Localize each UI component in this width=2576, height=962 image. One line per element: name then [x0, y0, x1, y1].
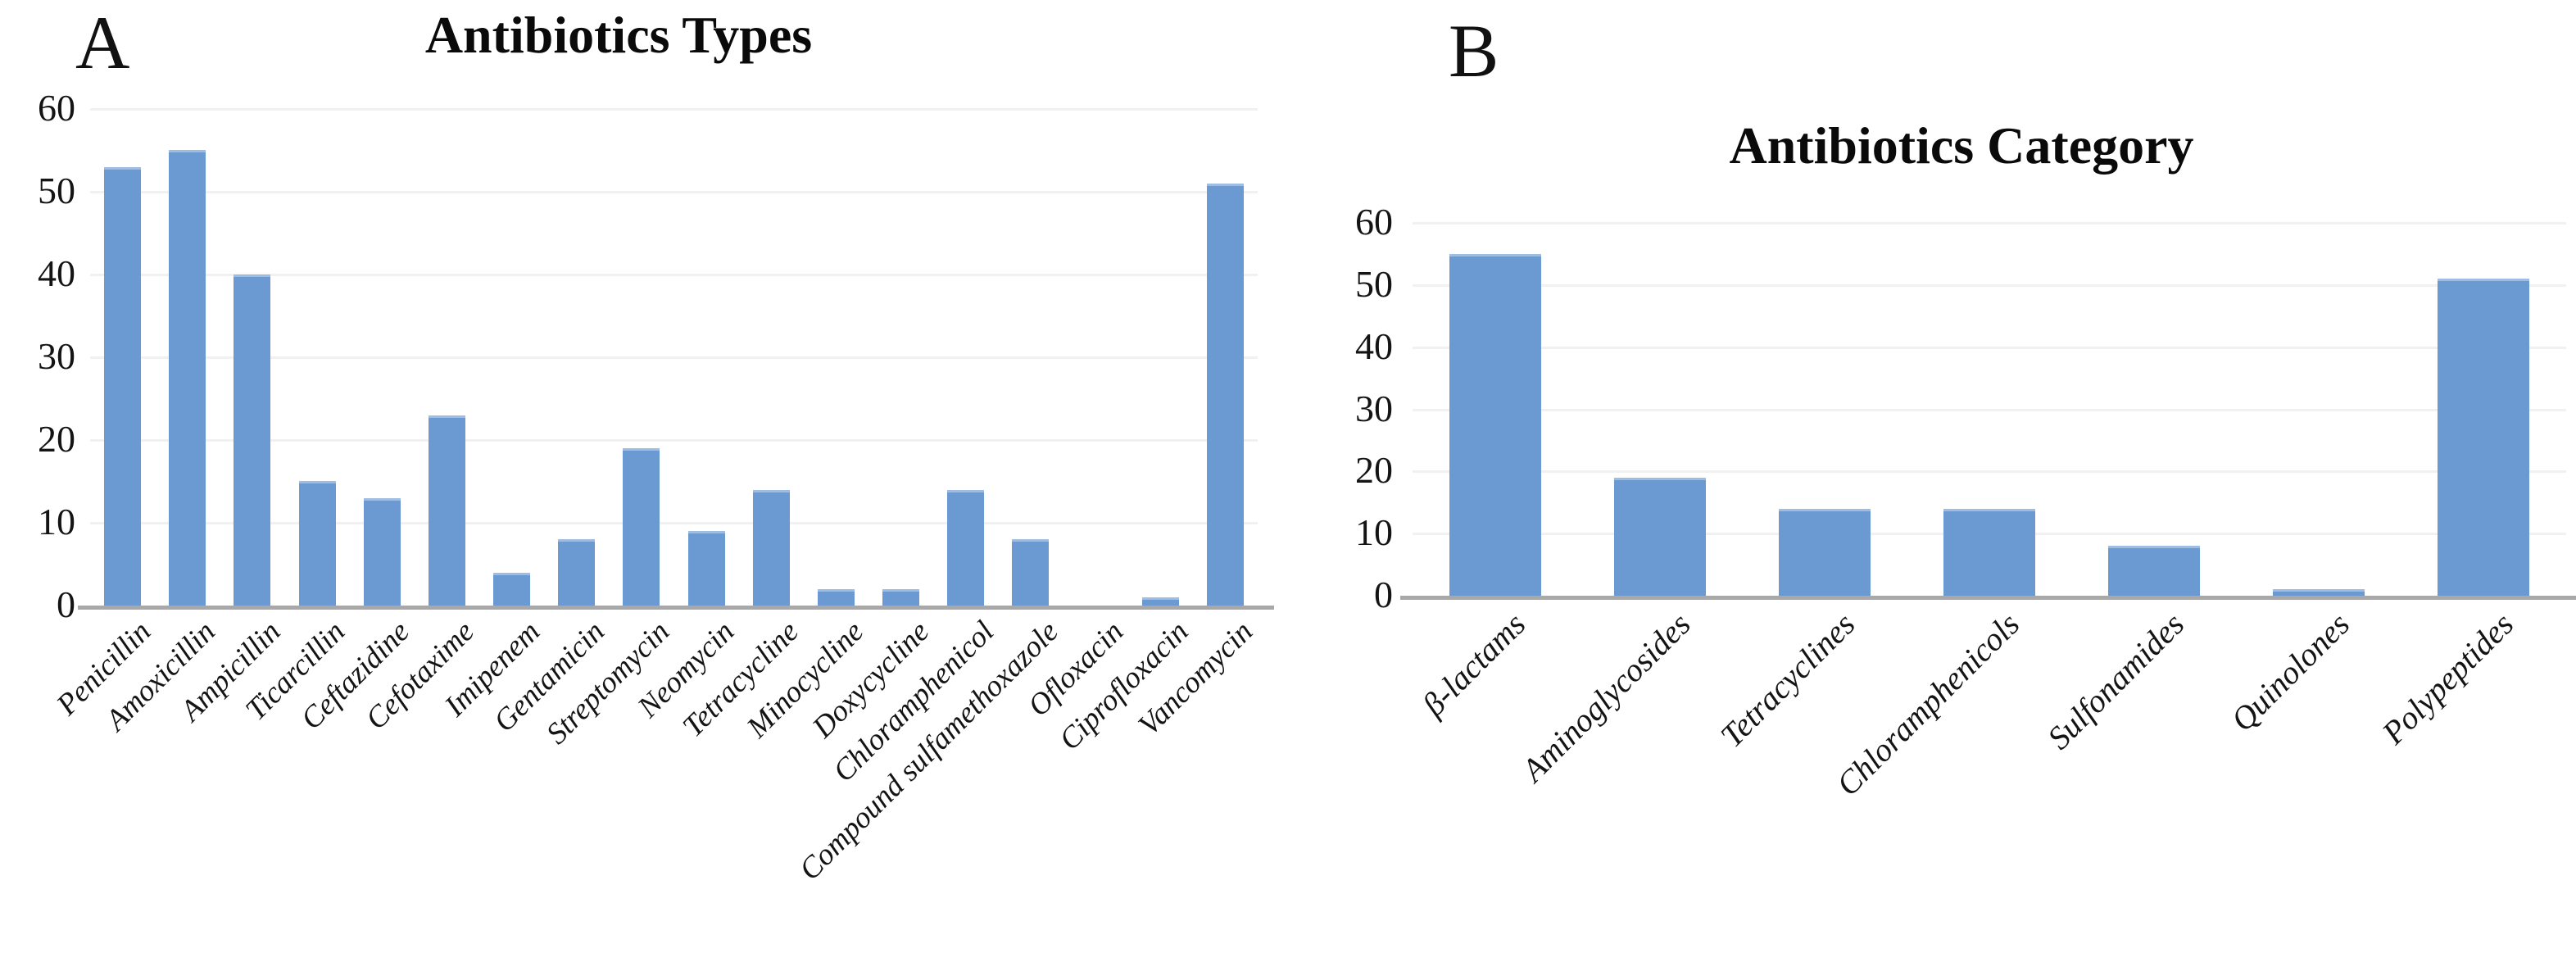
y-tick-label: 10 — [38, 501, 75, 542]
y-tick-label: 50 — [38, 170, 75, 211]
panel-letter-b: B — [1449, 9, 1499, 93]
x-axis-line — [1400, 596, 2576, 600]
bar — [234, 275, 270, 606]
x-tick-label: Tetracyclines — [1713, 605, 1862, 755]
x-axis-line — [78, 606, 1274, 610]
bar — [947, 490, 984, 606]
y-tick-label: 40 — [38, 252, 75, 294]
gridline — [1413, 222, 2566, 225]
gridline — [90, 356, 1258, 359]
bar — [1207, 184, 1244, 606]
bar — [1449, 254, 1541, 596]
chart-b-title: Antibiotics Category — [1729, 116, 2194, 175]
y-tick-label: 20 — [1355, 449, 1393, 491]
bar — [882, 589, 919, 606]
bar — [299, 481, 336, 606]
bar — [1142, 597, 1179, 606]
y-tick-label: 60 — [1355, 201, 1393, 243]
bar — [2273, 589, 2365, 596]
gridline — [1413, 284, 2566, 287]
panel-letter-a: A — [75, 1, 130, 84]
x-tick-label: Quinolones — [2223, 605, 2356, 739]
chart-a-title: Antibiotics Types — [424, 6, 813, 64]
gridline — [90, 522, 1258, 524]
bar — [753, 490, 790, 606]
x-tick-label: Polypeptides — [2374, 605, 2521, 751]
bar — [818, 589, 855, 606]
bar — [364, 498, 401, 606]
gridline — [1413, 470, 2566, 473]
bar — [688, 531, 725, 606]
y-tick-label: 30 — [1355, 388, 1393, 429]
bar — [1779, 509, 1871, 596]
gridline — [90, 191, 1258, 193]
y-tick-label: 0 — [1374, 574, 1393, 615]
gridline — [1413, 347, 2566, 349]
x-tick-label: Sulfonamides — [2040, 605, 2192, 757]
bar — [429, 415, 465, 606]
y-tick-label: 60 — [38, 87, 75, 129]
bar — [1943, 509, 2035, 596]
x-tick-label: Aminoglycosides — [1514, 605, 1698, 789]
bar — [623, 448, 660, 606]
x-tick-label: Chloramphenicols — [1829, 605, 2027, 803]
bar — [493, 573, 530, 606]
y-tick-label: 50 — [1355, 263, 1393, 305]
bar — [2108, 546, 2200, 596]
y-tick-label: 20 — [38, 418, 75, 460]
bar — [1614, 478, 1706, 596]
y-tick-label: 40 — [1355, 325, 1393, 367]
y-tick-label: 30 — [38, 335, 75, 377]
bar — [104, 167, 141, 606]
gridline — [90, 274, 1258, 276]
gridline — [1413, 409, 2566, 411]
gridline — [90, 108, 1258, 111]
bar — [1012, 539, 1049, 606]
x-tick-label: β-lactams — [1415, 605, 1533, 724]
y-tick-label: 0 — [57, 583, 75, 625]
bar — [558, 539, 595, 606]
bar — [169, 150, 206, 606]
bar — [2438, 279, 2529, 596]
y-tick-label: 10 — [1355, 511, 1393, 553]
gridline — [90, 439, 1258, 442]
